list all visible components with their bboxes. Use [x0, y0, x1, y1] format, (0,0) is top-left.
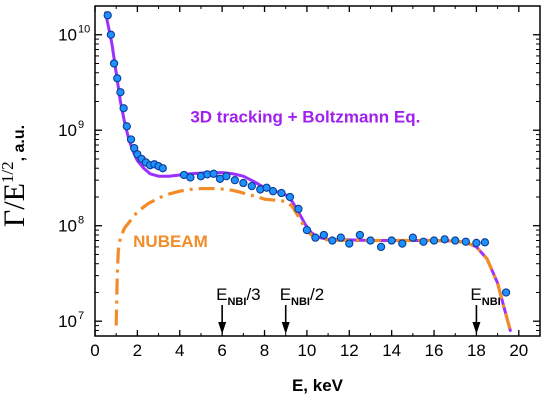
- energy-marker-label: ENBI: [470, 285, 500, 308]
- scatter-point: [319, 230, 329, 240]
- energy-marker-arrow-head: [472, 322, 481, 334]
- annotation-nubeam: NUBEAM: [133, 232, 208, 251]
- scatter-point: [398, 239, 407, 248]
- scatter-point: [294, 204, 303, 214]
- y-tick-label: 10: [58, 312, 77, 331]
- scatter-point: [336, 233, 345, 242]
- scatter-point: [376, 242, 386, 252]
- x-tick-label: 14: [382, 341, 401, 360]
- energy-marker-1: ENBI/2: [280, 285, 324, 334]
- y-tick-exponent: 8: [78, 215, 84, 227]
- energy-marker-2: ENBI: [470, 285, 501, 334]
- x-axis-title: E, keV: [292, 376, 344, 395]
- x-tick-label: 8: [260, 341, 269, 360]
- energy-marker-label: ENBI/2: [280, 285, 324, 308]
- scatter-point: [419, 237, 428, 246]
- energy-marker-symbol: E: [280, 285, 291, 304]
- x-tick-label: 18: [467, 341, 486, 360]
- scatter-point: [387, 236, 396, 245]
- scatter-point: [302, 225, 312, 235]
- scatter-point: [230, 176, 240, 185]
- y-axis-title-main: Γ/E: [0, 183, 31, 227]
- scatter-point: [122, 122, 131, 131]
- scatter-point: [106, 30, 116, 39]
- scatter-point: [480, 238, 490, 247]
- scatter-point: [461, 237, 470, 246]
- energy-marker-label: ENBI/3: [216, 285, 260, 308]
- scatter-point: [158, 164, 167, 173]
- energy-marker-subscript: NBI: [291, 296, 310, 308]
- x-tick-label: 12: [340, 341, 359, 360]
- plot-frame: [94, 5, 541, 337]
- scatter-point: [113, 74, 122, 83]
- scatter-point: [328, 236, 337, 245]
- y-tick-exponent: 9: [78, 119, 84, 131]
- scatter-point: [209, 169, 218, 178]
- scatter-point: [268, 187, 278, 196]
- energy-marker-suffix: /3: [246, 285, 260, 304]
- scatter-point: [355, 230, 365, 240]
- scatter-point: [451, 236, 460, 245]
- energy-marker-0: ENBI/3: [216, 285, 261, 334]
- y-tick-exponent: 10: [78, 24, 90, 36]
- scatter-point: [239, 178, 248, 188]
- scatter-point: [119, 104, 128, 113]
- scatter-point: [109, 59, 119, 68]
- nubeam-curve: [114, 186, 512, 331]
- energy-marker-arrow-head: [281, 322, 290, 334]
- scatter-point: [345, 239, 354, 248]
- energy-marker-symbol: E: [216, 285, 227, 304]
- scatter-point: [262, 183, 271, 192]
- scatter-point: [440, 235, 449, 244]
- y-tick-exponent: 7: [78, 310, 84, 322]
- scatter-point: [366, 236, 375, 245]
- scatter-series-2: [103, 11, 511, 297]
- scatter-point: [311, 233, 320, 242]
- scatter-point: [285, 192, 295, 202]
- y-axis-title-sup: 1/2: [0, 161, 17, 183]
- scatter-point: [103, 11, 112, 20]
- scatter-point: [429, 236, 439, 245]
- x-tick-label: 4: [175, 341, 184, 360]
- scatter-point: [222, 172, 231, 181]
- x-tick-label: 2: [133, 341, 142, 360]
- y-axis-title-suffix: , a.u.: [11, 125, 28, 161]
- y-axis-title-text: Γ/E1/2, a.u.: [0, 125, 31, 227]
- scatter-point: [116, 88, 125, 97]
- y-tick-label: 10: [58, 121, 77, 140]
- x-tick-label: 0: [90, 341, 99, 360]
- energy-marker-symbol: E: [470, 285, 481, 304]
- y-axis-title: Γ/E1/2, a.u.: [0, 125, 31, 227]
- scatter-point: [472, 238, 481, 248]
- scatter-point: [247, 181, 256, 191]
- scatter-point: [408, 233, 418, 242]
- energy-marker-subscript: NBI: [227, 296, 246, 308]
- scatter-point: [186, 173, 195, 182]
- annotation-boltzmann: 3D tracking + Boltzmann Eq.: [190, 108, 420, 127]
- scatter-point: [126, 135, 136, 144]
- y-tick-label: 10: [58, 26, 77, 45]
- scatter-point: [501, 288, 511, 297]
- x-tick-label: 6: [217, 341, 226, 360]
- scatter-point: [277, 188, 286, 198]
- x-tick-label: 20: [509, 341, 528, 360]
- x-tick-label: 16: [425, 341, 444, 360]
- boltzmann-curve: [104, 11, 512, 332]
- x-tick-label: 10: [297, 341, 316, 360]
- energy-marker-subscript: NBI: [482, 296, 501, 308]
- y-tick-label: 10: [58, 217, 77, 236]
- energy-marker-suffix: /2: [310, 285, 324, 304]
- energy-marker-arrow-head: [218, 322, 227, 334]
